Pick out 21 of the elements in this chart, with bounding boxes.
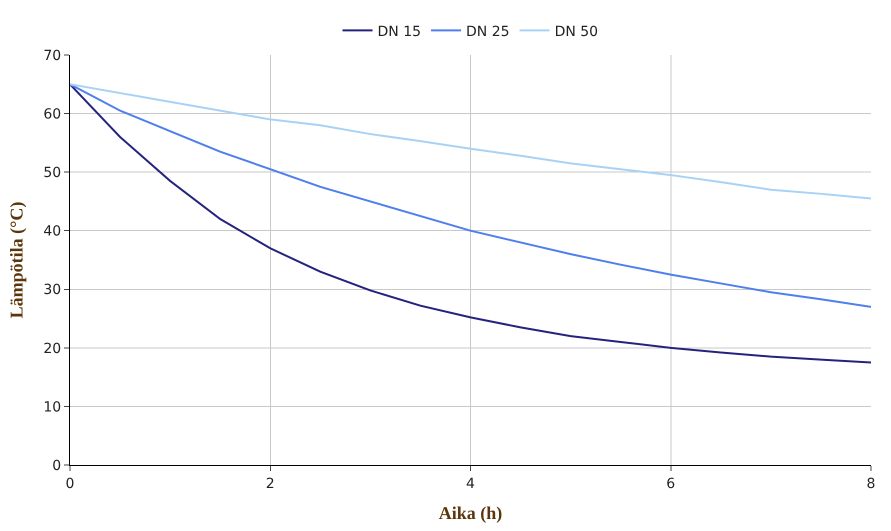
legend-label: DN 25 — [466, 24, 510, 40]
y-tick-label: 0 — [52, 458, 62, 474]
x-tick-label: 2 — [266, 476, 275, 492]
x-tick-label: 0 — [66, 476, 74, 492]
x-tick-label: 6 — [666, 476, 676, 492]
y-tick-label: 10 — [43, 399, 62, 416]
line-series — [70, 83, 871, 364]
x-axis-title: Aika (h) — [438, 502, 502, 523]
x-tick-label: 8 — [866, 476, 876, 492]
y-tick-label: 20 — [43, 340, 62, 357]
y-tick-label: 70 — [43, 48, 62, 64]
y-tick-label: 30 — [43, 282, 62, 298]
line-series — [70, 83, 871, 308]
legend-label: DN 50 — [554, 24, 598, 40]
y-tick-label: 40 — [43, 224, 62, 240]
y-axis-title: Lämpötila (°C) — [6, 202, 27, 318]
y-tick-label: 60 — [43, 106, 62, 122]
legend-label: DN 15 — [378, 24, 422, 40]
x-tick-label: 4 — [466, 476, 476, 492]
line-series — [70, 83, 871, 200]
y-tick-label: 50 — [43, 165, 62, 182]
